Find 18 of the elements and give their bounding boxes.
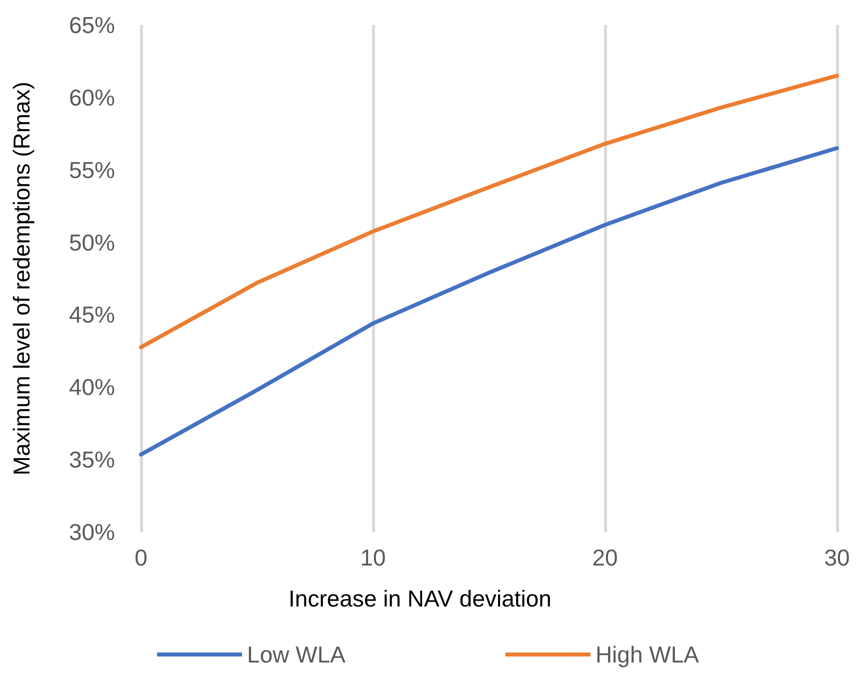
y-tick-label: 60% bbox=[68, 84, 115, 110]
legend-label: Low WLA bbox=[247, 642, 346, 668]
x-tick-label: 10 bbox=[360, 544, 386, 570]
y-tick-label: 30% bbox=[68, 519, 115, 545]
y-tick-label: 55% bbox=[68, 156, 115, 183]
y-tick-label: 40% bbox=[68, 374, 115, 400]
x-axis-title: Increase in NAV deviation bbox=[288, 586, 552, 612]
x-tick-label: 0 bbox=[134, 544, 148, 570]
legend-label: High WLA bbox=[595, 642, 700, 668]
x-tick-label: 20 bbox=[592, 544, 618, 570]
line-series bbox=[139, 74, 839, 350]
y-tick-label: 45% bbox=[68, 302, 115, 328]
y-tick-label: 50% bbox=[68, 229, 115, 256]
line-series bbox=[139, 146, 839, 456]
x-tick-label: 30 bbox=[824, 544, 850, 570]
y-axis-title: Maximum level of redemptions (Rmax) bbox=[8, 82, 34, 476]
y-tick-label: 35% bbox=[68, 446, 115, 473]
y-tick-label: 65% bbox=[68, 12, 115, 38]
